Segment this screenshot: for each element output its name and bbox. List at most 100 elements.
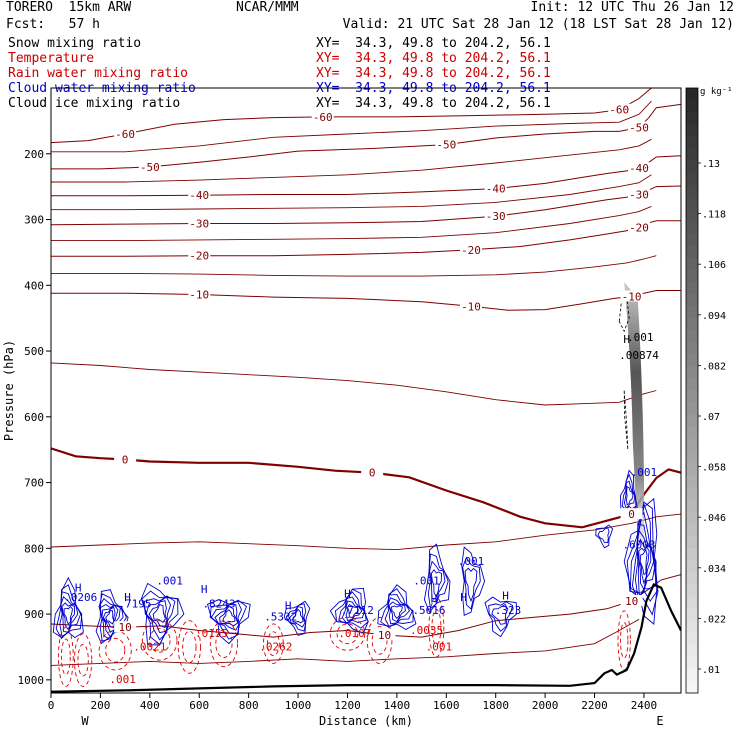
cloud-water-contour [488, 601, 514, 632]
colorbar-swatch [686, 487, 698, 500]
rain-water-contour [60, 638, 71, 676]
cloud-water-contour [387, 597, 411, 625]
temperature-label-bg [484, 210, 507, 222]
rain-water-contour [77, 643, 89, 677]
colorbar-swatch [686, 608, 698, 621]
y-tick-label: 500 [24, 345, 44, 358]
cloud-water-label: .7195 [118, 598, 151, 611]
snow-label: .00874 [619, 349, 659, 362]
colorbar-swatch [686, 559, 698, 573]
cloud-water-contour [423, 543, 451, 614]
cloud-water-contour [59, 591, 82, 638]
temperature-label--30: -30 [629, 189, 649, 202]
cloud-water-contour [626, 501, 659, 616]
temperature-label-10: 10 [625, 595, 638, 608]
cloud-water-contour [338, 591, 367, 624]
colorbar-swatch [686, 511, 698, 525]
snow-shading [618, 281, 645, 542]
colorbar-tick-label: .13 [702, 159, 720, 170]
cloud-water-label: .001 [156, 574, 183, 587]
x-tick-label: 800 [239, 699, 259, 712]
colorbar-frame [685, 87, 699, 694]
rain-water-label: .0107 [338, 627, 371, 640]
temperature-contour--50 [51, 103, 681, 170]
snow-contour-dashed [618, 294, 630, 333]
y-tick-label: 900 [24, 608, 44, 621]
rain-water-contour [617, 610, 631, 671]
legend-cloud-ice-xy: XY= 34.3, 49.8 to 204.2, 56.1 [316, 96, 551, 111]
x-tick-label: 2200 [581, 699, 608, 712]
colorbar-swatch [686, 330, 698, 343]
colorbar-swatch [686, 269, 698, 283]
snow-label: .001 [627, 331, 654, 344]
colorbar-swatch [686, 209, 698, 222]
colorbar-swatch [686, 426, 698, 440]
colorbar-swatch [686, 596, 698, 609]
cloud-water-contour [639, 548, 648, 576]
cloud-water-label: .323 [495, 604, 522, 617]
colorbar-tick-label: .046 [702, 513, 726, 524]
cloud-water-contour [52, 576, 84, 639]
temperature-label-0: 0 [628, 508, 635, 521]
temperature-label-bg [188, 217, 211, 229]
colorbar-swatch [686, 342, 698, 355]
colorbar-swatch [686, 535, 698, 549]
H-marker: H [623, 333, 630, 346]
y-tick-label: 300 [24, 214, 44, 227]
temperature-label-bg [435, 138, 458, 150]
temperature-line--45 [51, 138, 652, 183]
cloud-water-contour [430, 569, 442, 598]
H-marker: H [460, 591, 467, 604]
colorbar-tick-label: .118 [702, 210, 726, 221]
temperature-label-bg [620, 290, 643, 302]
H-marker: H [285, 599, 292, 612]
colorbar-swatch [686, 281, 698, 295]
colorbar-tick-label: .058 [702, 463, 726, 474]
cloud-water-contour [152, 603, 166, 624]
rain-water-label: .001 [426, 640, 453, 653]
temperature-label--50: -50 [436, 139, 456, 152]
colorbar-tick-label: .07 [702, 412, 720, 423]
rain-water-contour [105, 637, 126, 663]
colorbar-swatch [686, 632, 698, 646]
temperature-label-bg [628, 121, 650, 133]
temperature-label-bg [460, 300, 482, 312]
temperature-label-bg [188, 288, 211, 300]
cloud-water-label: .0206 [64, 591, 97, 604]
cloud-water-contour [285, 603, 307, 632]
colorbar-swatch [686, 160, 698, 174]
rain-water-contour [620, 622, 629, 659]
temperature-contour--60 [51, 88, 652, 144]
colorbar-swatch [686, 414, 698, 428]
rain-water-contour [57, 626, 74, 687]
colorbar-swatch [686, 438, 698, 452]
y-tick-label: 700 [24, 477, 44, 490]
colorbar-swatch [686, 136, 698, 150]
H-marker: H [502, 590, 509, 603]
rain-water-label: .001 [109, 673, 136, 686]
colorbar-swatch [686, 523, 698, 537]
cloud-water-contour [631, 511, 657, 601]
center-name: NCAR/MMM [236, 0, 299, 15]
legend-cloud-ice-name: Cloud ice mixing ratio [8, 96, 181, 111]
rain-water-contour [366, 616, 393, 664]
colorbar: .01 .022 .034 .046 .058 .07 .082 .094 .106 .118 .1… [685, 87, 733, 694]
east-label: E [656, 714, 663, 728]
temperature-label-10: 10 [378, 629, 391, 642]
colorbar-swatch [686, 644, 698, 658]
colorbar-swatch [686, 354, 698, 367]
colorbar-swatch [686, 572, 698, 585]
legend-temperature-name: Temperature [8, 51, 95, 66]
cloud-water-contour [491, 603, 509, 625]
cloud-water-contour [429, 560, 446, 603]
rain-water-contour [141, 620, 178, 661]
colorbar-swatch [686, 656, 698, 670]
cloud-water-contour [55, 584, 83, 640]
x-tick-label: 0 [48, 699, 55, 712]
rain-water-contour [148, 628, 171, 653]
temperature-label-bg [188, 189, 211, 201]
contour-labels: -60-60-60-50-50-50-40-40-40-30-30-30-20-… [64, 103, 659, 686]
temperature-label--40: -40 [486, 183, 506, 196]
cloud-water-contour [210, 600, 242, 634]
cloud-water-contour [629, 502, 659, 602]
